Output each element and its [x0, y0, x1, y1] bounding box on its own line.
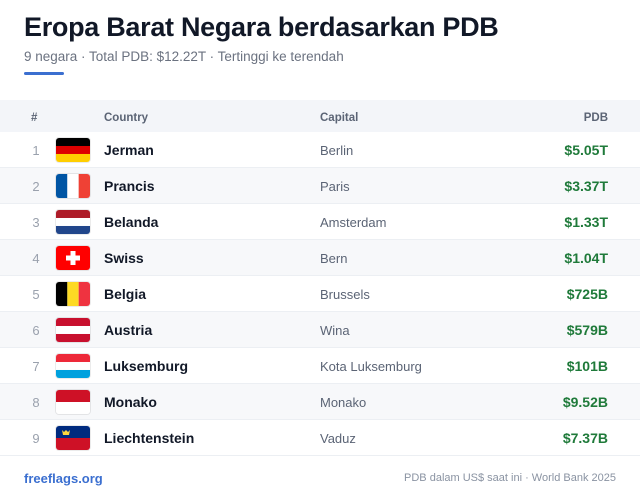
- row-number: 6: [32, 323, 40, 338]
- column-header-country: Country: [104, 112, 149, 124]
- table-row: 4 Swiss Bern $1.04T: [0, 240, 640, 276]
- column-header-capital: Capital: [320, 112, 359, 124]
- column-header-pdb: PDB: [583, 112, 608, 124]
- pdb-value: $7.37B: [562, 430, 608, 446]
- monaco-flag-icon: [56, 390, 90, 414]
- pdb-value: $725B: [566, 286, 608, 302]
- page-title: Eropa Barat Negara berdasarkan PDB: [24, 12, 499, 42]
- capital-name: Bern: [320, 251, 348, 266]
- country-name: Swiss: [104, 250, 144, 266]
- column-header-number: #: [31, 112, 38, 124]
- capital-name: Amsterdam: [320, 215, 387, 230]
- pdb-value: $5.05T: [564, 142, 608, 158]
- france-flag-icon: [56, 174, 90, 198]
- netherlands-flag-icon: [56, 210, 90, 234]
- capital-name: Vaduz: [320, 431, 356, 446]
- row-number: 9: [32, 431, 40, 446]
- pdb-value: $579B: [566, 322, 608, 338]
- liechtenstein-flag-icon: [56, 426, 90, 450]
- country-name: Prancis: [104, 178, 155, 194]
- austria-flag-icon: [56, 318, 90, 342]
- pdb-value: $1.04T: [564, 250, 608, 266]
- country-name: Jerman: [104, 142, 154, 158]
- capital-name: Brussels: [320, 287, 370, 302]
- capital-name: Paris: [320, 179, 350, 194]
- row-number: 2: [32, 179, 40, 194]
- row-number: 4: [32, 251, 40, 266]
- row-number: 1: [32, 143, 40, 158]
- table-row: 8 Monako Monako $9.52B: [0, 384, 640, 420]
- table-row: 6 Austria Wina $579B: [0, 312, 640, 348]
- row-number: 8: [32, 395, 40, 410]
- table-row: 9 Liechtenstein Vaduz $7.37B: [0, 420, 640, 456]
- source-note: PDB dalam US$ saat ini · World Bank 2025: [404, 472, 616, 484]
- switzerland-flag-icon: [56, 246, 90, 270]
- country-name: Belgia: [104, 286, 147, 302]
- pdb-value: $9.52B: [562, 394, 608, 410]
- pdb-value: $1.33T: [564, 214, 608, 230]
- row-number: 5: [32, 287, 40, 302]
- country-name: Austria: [104, 322, 153, 338]
- accent-underline: [24, 72, 64, 75]
- page-subtitle: 9 negara · Total PDB: $12.22T · Tertingg…: [24, 49, 344, 64]
- pdb-value: $101B: [566, 358, 608, 374]
- row-number: 7: [32, 359, 40, 374]
- germany-flag-icon: [56, 138, 90, 162]
- pdb-value: $3.37T: [564, 178, 608, 194]
- capital-name: Kota Luksemburg: [320, 359, 422, 374]
- table-body: 1 Jerman Berlin $5.05T 2 Prancis Paris $…: [0, 132, 640, 456]
- table-row: 3 Belanda Amsterdam $1.33T: [0, 204, 640, 240]
- capital-name: Monako: [320, 395, 367, 410]
- country-name: Liechtenstein: [104, 430, 195, 446]
- capital-name: Wina: [320, 323, 350, 338]
- table-header: # Country Capital PDB: [0, 100, 640, 132]
- gdp-table: # Country Capital PDB 1 Jerman Berlin $5…: [0, 100, 640, 456]
- capital-name: Berlin: [320, 143, 354, 158]
- belgium-flag-icon: [56, 282, 90, 306]
- table-row: 1 Jerman Berlin $5.05T: [0, 132, 640, 168]
- table-row: 7 Luksemburg Kota Luksemburg $101B: [0, 348, 640, 384]
- country-name: Monako: [104, 394, 157, 410]
- row-number: 3: [32, 215, 40, 230]
- table-row: 2 Prancis Paris $3.37T: [0, 168, 640, 204]
- luxembourg-flag-icon: [56, 354, 90, 378]
- country-name: Luksemburg: [104, 358, 189, 374]
- country-name: Belanda: [104, 214, 159, 230]
- freeflags-link[interactable]: freeflags.org: [24, 471, 103, 486]
- table-row: 5 Belgia Brussels $725B: [0, 276, 640, 312]
